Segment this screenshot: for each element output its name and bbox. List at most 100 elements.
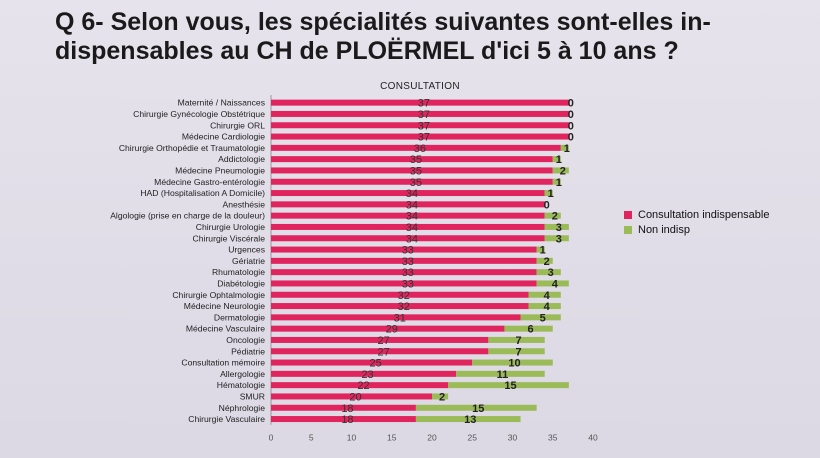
value-label-non-indisp: 3 [556, 222, 562, 234]
slide-title: Q 6- Selon vous, les spécialités suivant… [55, 8, 711, 65]
value-label-indispensable: 27 [378, 335, 390, 347]
value-label-non-indisp: 0 [568, 120, 574, 132]
bar-non-indisp [544, 212, 561, 219]
value-label-non-indisp: 7 [515, 346, 521, 358]
category-label: Allergologie [220, 369, 265, 379]
legend-item-indispensable: Consultation indispensable [624, 209, 769, 221]
value-label-indispensable: 20 [349, 391, 361, 403]
value-label-non-indisp: 0 [568, 98, 574, 110]
chart-title: CONSULTATION [380, 81, 460, 92]
category-label: Gériatrie [232, 256, 265, 266]
bar-non-indisp [456, 370, 545, 377]
bar-non-indisp [415, 404, 537, 411]
x-tick-label: 5 [309, 433, 314, 443]
bar-indispensable [271, 325, 505, 332]
category-label: SMUR [240, 391, 265, 401]
bar-non-indisp [536, 269, 561, 276]
value-label-indispensable: 32 [398, 301, 410, 313]
x-tick-label: 30 [508, 433, 518, 443]
bar-indispensable [271, 291, 529, 298]
bar-non-indisp [415, 416, 521, 423]
bar-indispensable [271, 416, 416, 423]
bar-non-indisp [536, 246, 545, 253]
bar-indispensable [271, 223, 545, 230]
legend-label-non-indisp: Non indisp [638, 224, 690, 236]
value-label-non-indisp: 1 [540, 245, 546, 257]
bar-indispensable [271, 133, 569, 140]
bar-non-indisp [488, 336, 545, 343]
value-label-non-indisp: 5 [540, 312, 546, 324]
bar-non-indisp [536, 280, 569, 287]
category-label: Chirurgie Viscérale [193, 233, 266, 243]
bar-non-indisp [536, 257, 553, 264]
category-label: Dermatologie [214, 312, 265, 322]
category-label: Maternité / Naissances [178, 98, 265, 108]
x-tick-label: 40 [588, 433, 598, 443]
bar-indispensable [271, 156, 553, 163]
bar-indispensable [271, 336, 489, 343]
category-label: Consultation mémoire [181, 358, 265, 368]
category-label: Médecine Neurologie [184, 301, 265, 311]
bar-non-indisp [528, 291, 561, 298]
value-label-non-indisp: 0 [568, 109, 574, 121]
x-tick-label: 0 [269, 433, 274, 443]
value-label-non-indisp: 3 [548, 267, 554, 279]
value-label-indispensable: 37 [418, 120, 430, 132]
value-label-indispensable: 31 [394, 312, 406, 324]
bar-indispensable [271, 257, 537, 264]
value-label-indispensable: 36 [414, 143, 426, 155]
category-label: Chirurgie Gynécologie Obstétrique [133, 109, 265, 119]
legend-swatch-non-indisp [624, 226, 632, 234]
bar-indispensable [271, 201, 545, 208]
bar-indispensable [271, 122, 569, 129]
category-label: Addictologie [218, 154, 265, 164]
category-label: Chirurgie ORL [210, 120, 265, 130]
value-label-indispensable: 18 [341, 414, 353, 426]
value-label-indispensable: 33 [402, 267, 414, 279]
bar-non-indisp [552, 156, 561, 163]
bar-non-indisp [544, 190, 553, 197]
value-label-non-indisp: 2 [439, 391, 445, 403]
value-label-indispensable: 37 [418, 132, 430, 144]
bar-indispensable [271, 235, 545, 242]
value-label-non-indisp: 1 [564, 143, 570, 155]
value-label-non-indisp: 11 [497, 369, 509, 381]
bar-indispensable [271, 269, 537, 276]
bar-non-indisp [552, 167, 569, 174]
value-label-non-indisp: 3 [556, 233, 562, 245]
value-label-non-indisp: 15 [472, 403, 484, 415]
value-label-indispensable: 25 [370, 358, 382, 370]
category-label: Oncologie [226, 335, 265, 345]
value-label-indispensable: 34 [406, 188, 418, 200]
value-label-non-indisp: 4 [544, 290, 551, 302]
legend: Consultation indispensable Non indisp [624, 209, 769, 239]
legend-label-indispensable: Consultation indispensable [638, 209, 770, 221]
category-label: Chirurgie Vasculaire [188, 414, 265, 424]
value-label-non-indisp: 1 [556, 154, 562, 166]
category-label: Anesthésie [222, 199, 265, 209]
category-label: Hématologie [217, 380, 265, 390]
bar-non-indisp [528, 303, 561, 310]
bar-non-indisp [504, 325, 553, 332]
value-label-non-indisp: 10 [508, 358, 520, 370]
value-label-indispensable: 34 [406, 222, 418, 234]
value-label-non-indisp: 6 [528, 324, 534, 336]
value-label-non-indisp: 2 [544, 256, 550, 268]
bar-indispensable [271, 178, 553, 185]
value-label-indispensable: 32 [398, 290, 410, 302]
value-label-non-indisp: 4 [552, 278, 559, 290]
value-label-indispensable: 33 [402, 278, 414, 290]
bar-indispensable [271, 359, 473, 366]
bar-non-indisp [448, 382, 569, 389]
category-label: Diabétologie [217, 278, 265, 288]
value-label-indispensable: 23 [361, 369, 373, 381]
value-label-indispensable: 18 [341, 403, 353, 415]
category-label: Chirurgie Ophtalmologie [172, 290, 265, 300]
x-tick-label: 25 [468, 433, 478, 443]
value-label-non-indisp: 0 [544, 199, 550, 211]
value-label-indispensable: 27 [378, 346, 390, 358]
value-label-indispensable: 35 [410, 177, 422, 189]
value-label-indispensable: 35 [410, 165, 422, 177]
bar-indispensable [271, 212, 545, 219]
